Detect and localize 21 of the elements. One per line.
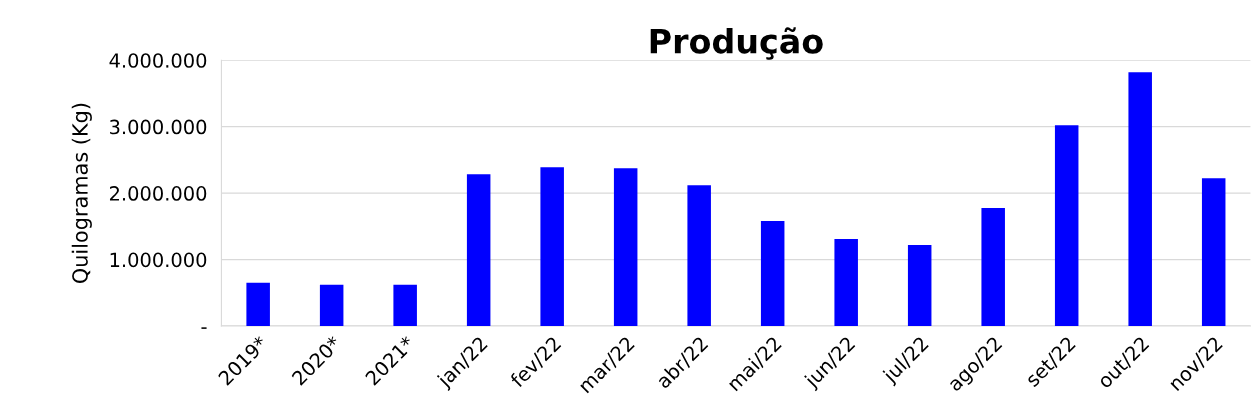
bar: [687, 185, 711, 327]
y-tick-label: 4.000.000: [109, 53, 207, 68]
bar: [1201, 178, 1226, 327]
bar: [981, 208, 1005, 327]
bar: [393, 284, 417, 327]
bar: [613, 168, 638, 327]
bar: [246, 282, 270, 327]
y-tick-label: -: [201, 327, 207, 329]
y-tick-label: 1.000.000: [110, 252, 207, 268]
y-tick-label: 3.000.000: [110, 119, 207, 135]
bar: [540, 167, 564, 327]
bar: [319, 284, 344, 327]
bar: [907, 244, 932, 327]
bar: [834, 238, 858, 327]
bar: [760, 221, 785, 327]
chart-title: Produção: [650, 27, 823, 60]
y-tick-label: 2.000.000: [109, 186, 207, 201]
bar: [1054, 125, 1079, 327]
bar: [1128, 72, 1152, 327]
bar: [466, 174, 491, 327]
y-axis-title: Quilogramas (Kg): [71, 103, 92, 284]
